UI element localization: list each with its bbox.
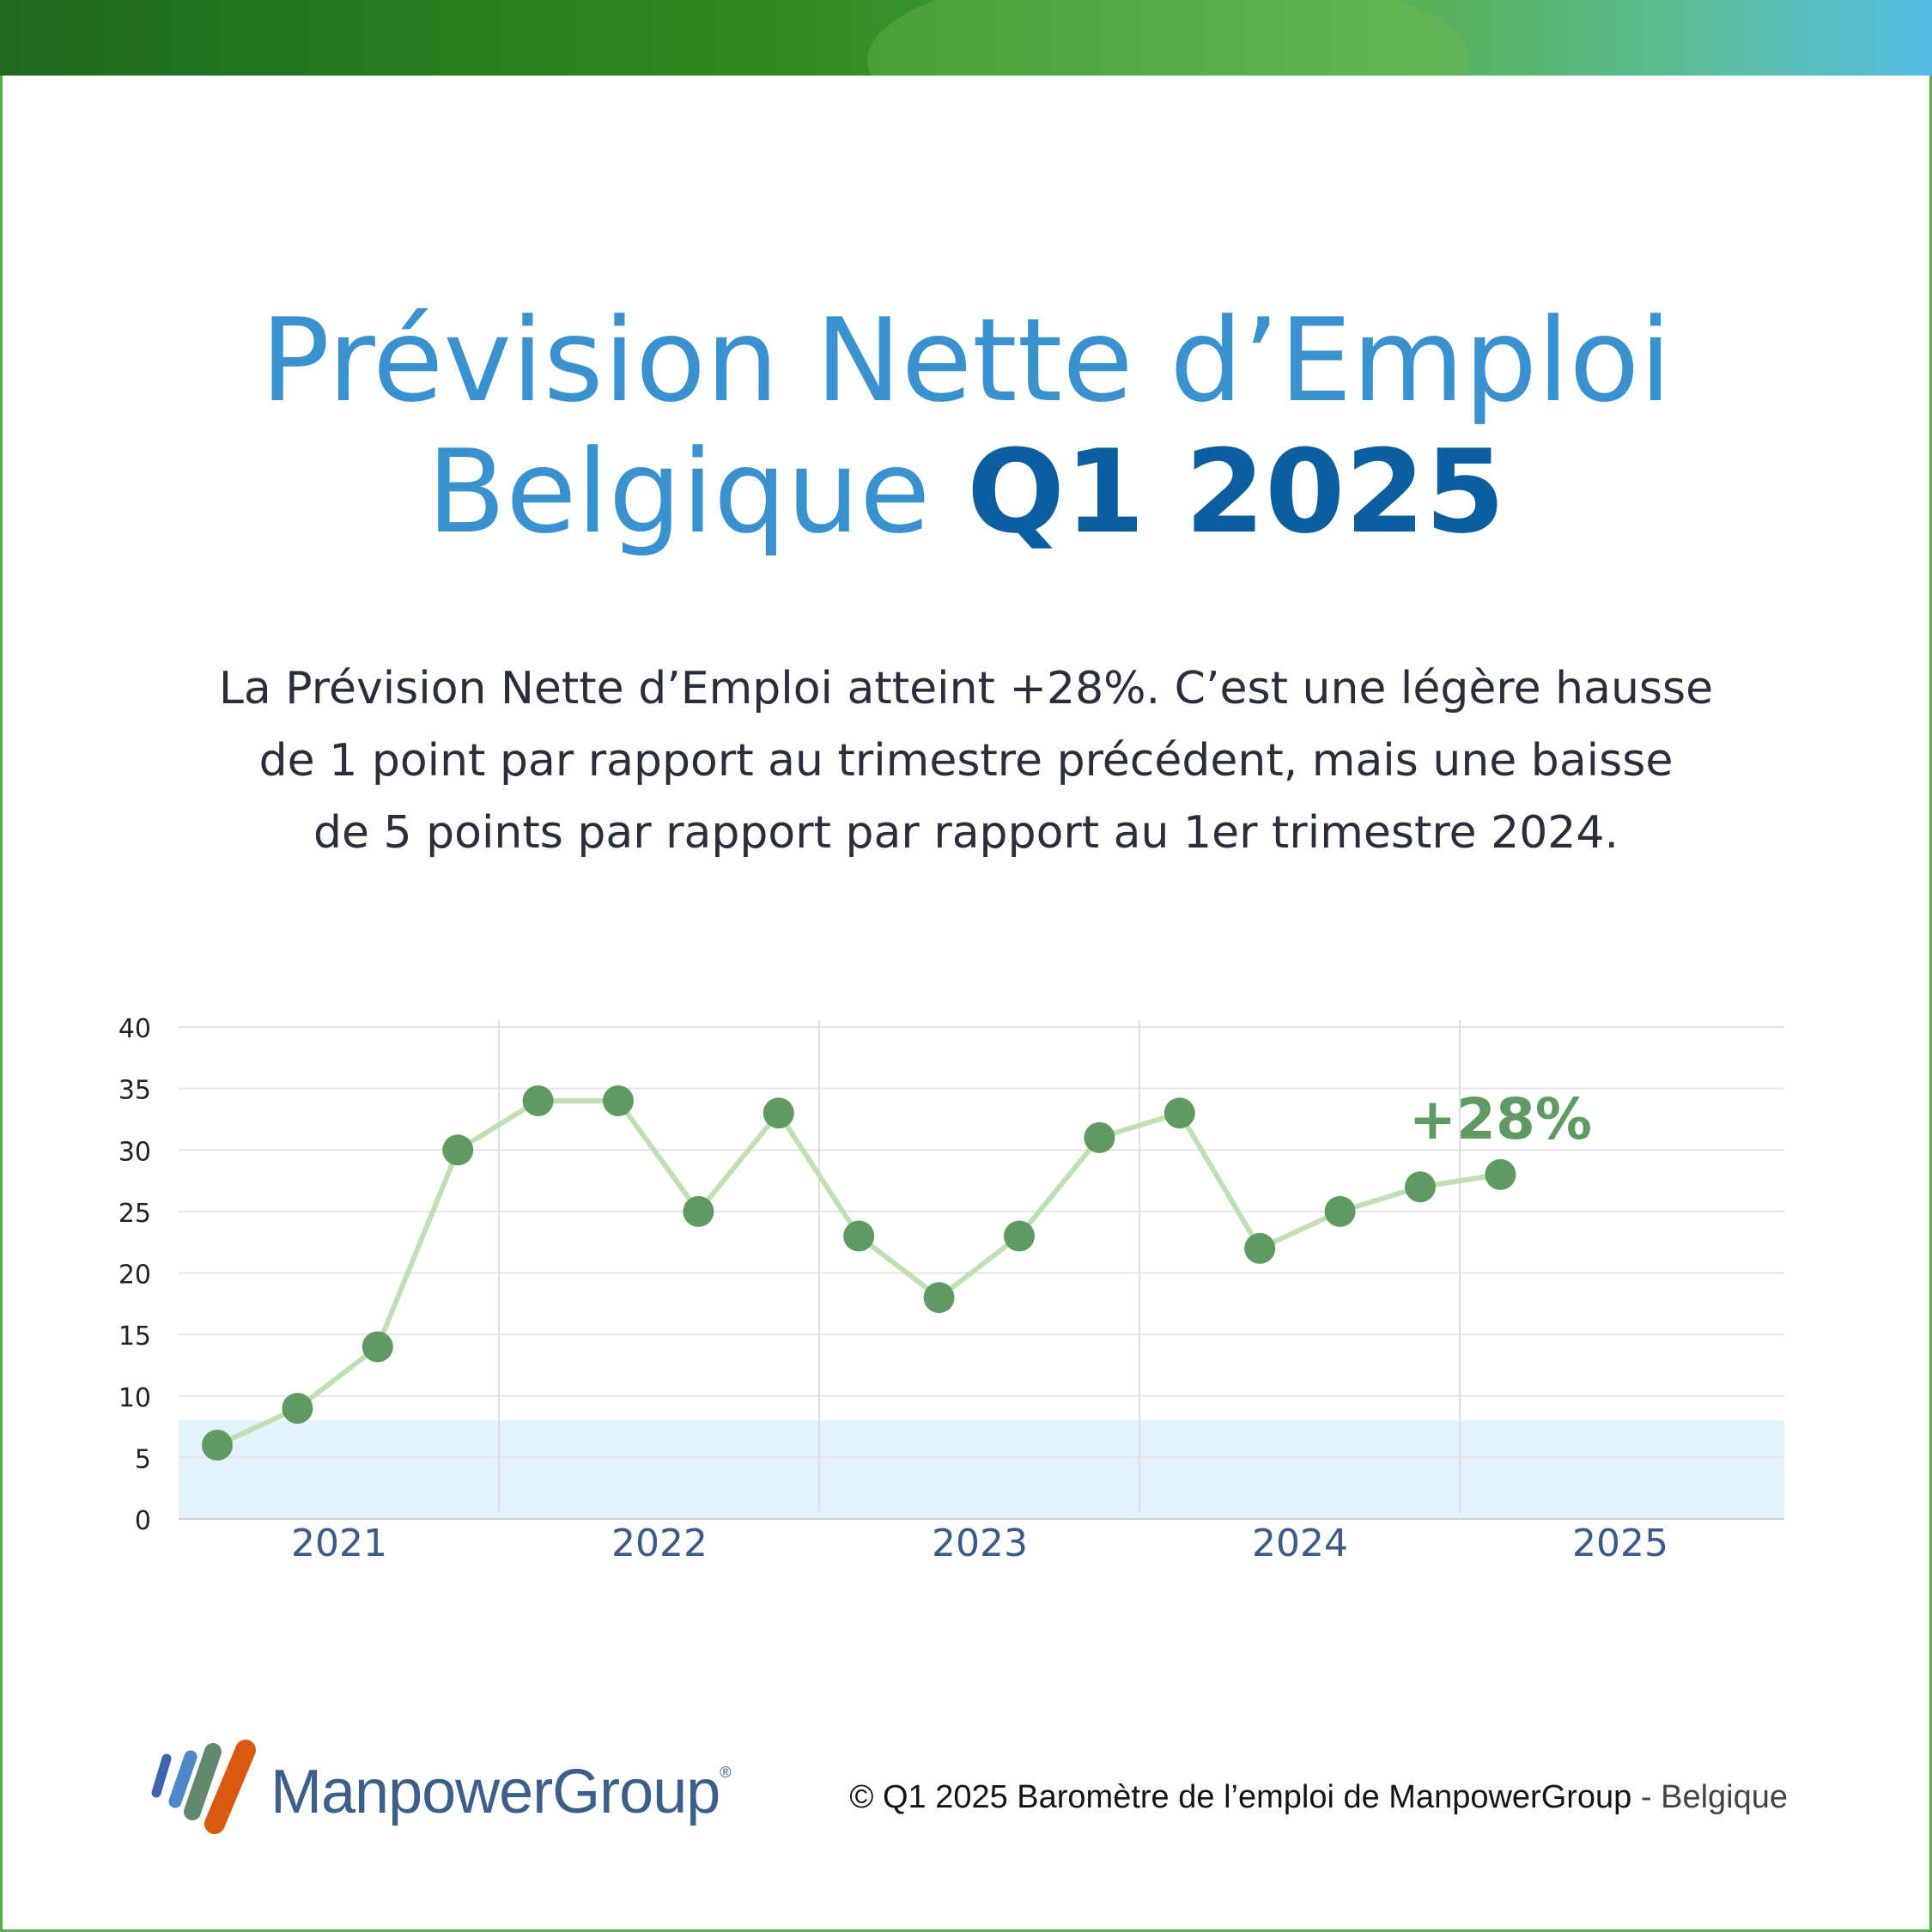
- copyright-main: © Q1 2025 Baromètre de l’emploi de Manpo…: [849, 1779, 1632, 1815]
- manpowergroup-logo-icon: [151, 1740, 256, 1834]
- data-point: [923, 1282, 955, 1314]
- y-tick-label: 5: [135, 1444, 151, 1474]
- x-year-label: 2022: [611, 1522, 708, 1565]
- banner-wave-decoration: [867, 0, 1468, 76]
- y-tick-label: 0: [135, 1506, 151, 1536]
- data-point: [361, 1331, 393, 1363]
- y-tick-label: 10: [118, 1383, 151, 1413]
- x-year-label: 2024: [1252, 1522, 1348, 1565]
- data-point: [1324, 1195, 1356, 1227]
- x-year-label: 2025: [1572, 1522, 1668, 1565]
- data-point: [202, 1430, 233, 1461]
- data-point: [1084, 1121, 1115, 1153]
- y-tick-label: 15: [118, 1321, 151, 1352]
- x-year-label: 2021: [291, 1522, 387, 1565]
- data-point: [1163, 1097, 1195, 1129]
- brand-name: ManpowerGroup®: [270, 1757, 732, 1827]
- data-point: [522, 1084, 554, 1116]
- data-point: [843, 1220, 875, 1252]
- data-point: [1405, 1171, 1436, 1203]
- data-point: [1485, 1158, 1516, 1190]
- copyright-country: - Belgique: [1631, 1779, 1788, 1815]
- summary-line-3: de 5 points par rapport par rapport au 1…: [313, 807, 1619, 859]
- top-gradient-banner: [0, 0, 1932, 76]
- y-tick-label: 20: [118, 1261, 151, 1291]
- summary-line-2: de 1 point par rapport au trimestre préc…: [258, 735, 1674, 787]
- y-tick-label: 35: [118, 1076, 151, 1106]
- data-point: [683, 1195, 714, 1227]
- y-tick-label: 40: [118, 1014, 151, 1044]
- title-country: Belgique: [427, 425, 931, 559]
- summary-text: La Prévision Nette d’Emploi atteint +28%…: [129, 653, 1803, 869]
- shaded-band: [179, 1420, 1784, 1519]
- y-tick-label: 25: [118, 1199, 151, 1229]
- data-point: [1004, 1220, 1035, 1252]
- x-year-label: 2023: [932, 1522, 1028, 1565]
- y-tick-label: 30: [118, 1137, 151, 1167]
- page-title-line1: Prévision Nette d’Emploi: [260, 294, 1672, 428]
- data-point: [762, 1097, 794, 1129]
- data-point: [442, 1134, 474, 1166]
- summary-line-1: La Prévision Nette d’Emploi atteint +28%…: [218, 663, 1714, 714]
- data-point: [603, 1084, 634, 1116]
- page-title-line2: Belgique Q1 2025: [0, 428, 1932, 556]
- brand-registered-mark: ®: [720, 1764, 731, 1781]
- latest-value-annotation: +28%: [1409, 1086, 1592, 1152]
- copyright-note: © Q1 2025 Baromètre de l’emploi de Manpo…: [849, 1779, 1788, 1816]
- data-point: [282, 1393, 313, 1425]
- brand-label: ManpowerGroup: [270, 1758, 720, 1826]
- title-quarter: Q1 2025: [967, 425, 1505, 559]
- data-point: [1244, 1232, 1276, 1264]
